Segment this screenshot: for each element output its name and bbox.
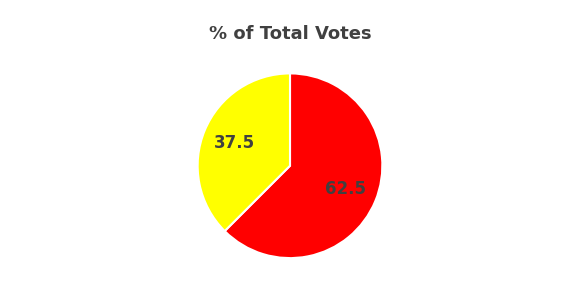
Wedge shape bbox=[224, 73, 382, 258]
Legend: BLP, DLP: BLP, DLP bbox=[226, 291, 354, 296]
Text: 62.5: 62.5 bbox=[325, 180, 366, 198]
Title: % of Total Votes: % of Total Votes bbox=[209, 25, 371, 43]
Wedge shape bbox=[198, 73, 290, 231]
Text: 37.5: 37.5 bbox=[214, 134, 255, 152]
